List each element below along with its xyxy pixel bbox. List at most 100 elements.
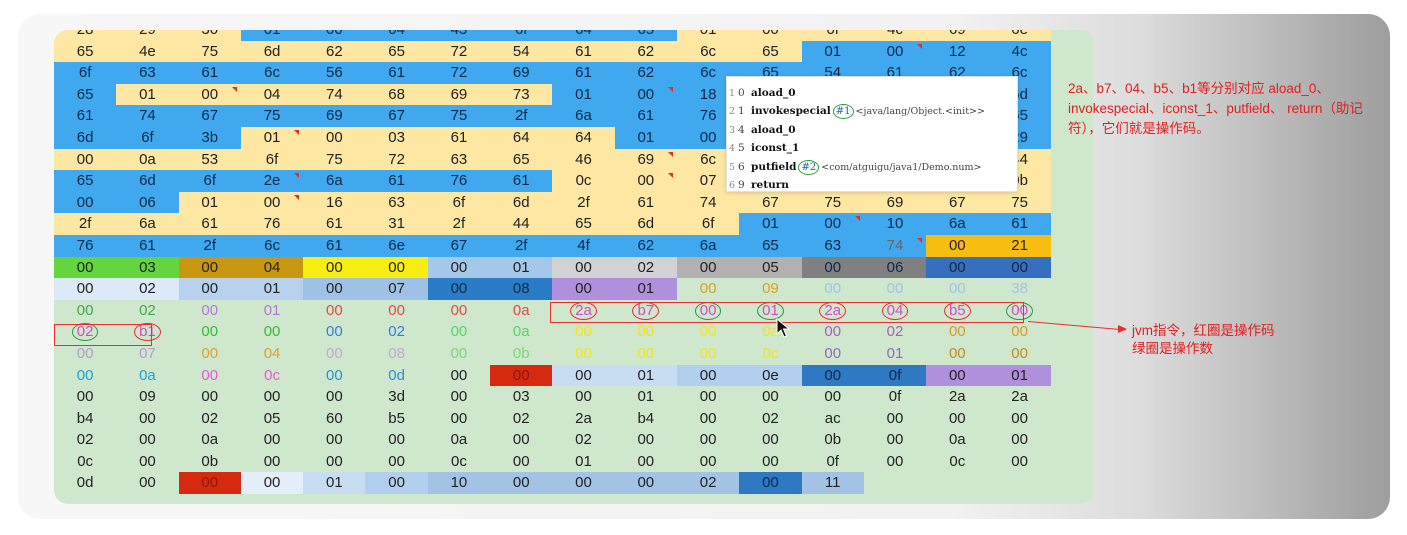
hex-byte-cell[interactable]: 76 — [427, 170, 491, 192]
hex-byte-cell[interactable]: 00 — [801, 213, 864, 235]
hex-byte-cell[interactable]: 6f — [54, 62, 117, 84]
hex-byte-cell[interactable]: 01 — [240, 30, 304, 41]
hex-byte-cell[interactable]: 02 — [552, 429, 614, 451]
hex-byte-cell[interactable]: 00 — [365, 472, 428, 495]
hex-byte-cell[interactable]: 0b — [802, 429, 864, 451]
hex-byte-cell[interactable]: 53 — [178, 148, 241, 171]
hex-byte-cell[interactable]: 0a — [490, 300, 552, 322]
hex-byte-cell[interactable]: 00 — [303, 30, 366, 41]
hex-byte-cell[interactable]: 61 — [303, 234, 366, 257]
hex-byte-cell[interactable]: 69 — [926, 30, 989, 41]
hex-byte-cell[interactable]: 00 — [677, 429, 739, 451]
hex-byte-cell[interactable]: 02 — [614, 256, 677, 279]
hex-byte-cell[interactable]: 0c — [54, 451, 116, 473]
hex-byte-cell[interactable]: 00 — [427, 278, 491, 300]
hex-byte-cell[interactable]: 00 — [615, 429, 677, 451]
hex-byte-cell[interactable]: 02 — [739, 408, 801, 430]
hex-byte-cell[interactable]: 02 — [365, 321, 427, 343]
hex-byte-cell[interactable]: 43 — [427, 30, 491, 41]
hex-byte-cell[interactable]: 00 — [54, 148, 117, 171]
hex-byte-cell[interactable]: 64 — [490, 126, 553, 149]
hex-byte-cell[interactable]: 61 — [365, 170, 428, 192]
hex-byte-cell[interactable]: 61 — [365, 62, 428, 84]
hex-byte-cell[interactable]: 72 — [427, 62, 491, 84]
hex-byte-cell[interactable]: 61 — [303, 213, 366, 235]
hex-byte-cell[interactable]: 00 — [677, 451, 739, 473]
hex-byte-cell[interactable]: 00 — [802, 386, 864, 408]
hex-byte-cell[interactable]: 75 — [303, 148, 366, 171]
hex-byte-cell[interactable]: 00 — [615, 321, 677, 343]
hex-byte-cell[interactable]: 67 — [739, 191, 802, 214]
hex-byte-cell[interactable]: 0d — [54, 472, 116, 494]
hex-byte-cell[interactable]: 65 — [54, 170, 117, 192]
hex-byte-cell[interactable]: 00 — [988, 343, 1050, 365]
hex-byte-cell[interactable]: 00 — [428, 300, 490, 322]
hex-byte-cell[interactable]: 72 — [427, 40, 491, 63]
hex-byte-cell[interactable]: 03 — [365, 126, 428, 149]
hex-byte-cell[interactable]: 00 — [365, 429, 427, 451]
hex-byte-cell[interactable]: 63 — [801, 234, 864, 257]
hex-byte-cell[interactable]: 61 — [552, 62, 615, 84]
hex-byte-cell[interactable]: 00 — [54, 365, 116, 387]
hex-byte-cell[interactable]: 44 — [490, 213, 553, 235]
hex-byte-cell[interactable]: 63 — [427, 148, 491, 171]
hex-byte-cell[interactable]: 06 — [116, 191, 179, 214]
hex-byte-cell[interactable]: 00 — [116, 451, 178, 473]
hex-byte-cell[interactable]: 00 — [116, 472, 178, 494]
hex-byte-cell[interactable]: 67 — [926, 191, 989, 214]
hex-byte-cell[interactable]: 00 — [54, 191, 117, 214]
hex-byte-cell[interactable]: 46 — [552, 148, 615, 171]
hex-byte-cell[interactable]: 6a — [552, 105, 615, 127]
hex-byte-cell[interactable]: 01 — [614, 126, 677, 149]
hex-byte-cell[interactable]: 69 — [863, 191, 927, 214]
hex-byte-cell[interactable]: 62 — [303, 40, 366, 63]
hex-byte-cell[interactable]: 6a — [303, 170, 366, 192]
hex-byte-cell[interactable]: 2e — [240, 170, 304, 192]
hex-byte-cell[interactable]: 75 — [240, 105, 304, 127]
hex-byte-cell[interactable]: 00 — [178, 472, 241, 495]
hex-byte-cell[interactable]: 00 — [179, 300, 241, 322]
hex-byte-cell[interactable]: 6e — [988, 30, 1051, 41]
hex-byte-cell[interactable]: 0b — [179, 451, 241, 473]
hex-byte-cell[interactable]: 2f — [490, 234, 553, 257]
hex-byte-cell[interactable]: 00 — [54, 343, 116, 365]
hex-byte-cell[interactable]: 00 — [303, 386, 365, 408]
hex-byte-cell[interactable]: 65 — [739, 40, 802, 63]
hex-byte-cell[interactable]: 00 — [614, 170, 677, 192]
hex-byte-cell[interactable]: 03 — [116, 256, 179, 279]
hex-byte-cell[interactable]: 00 — [988, 429, 1050, 451]
hex-byte-cell[interactable]: 29 — [116, 30, 179, 41]
hex-byte-cell[interactable]: 65 — [739, 234, 802, 257]
hex-byte-cell[interactable]: 00 — [552, 278, 615, 300]
hex-byte-cell[interactable]: 0a — [428, 429, 490, 451]
hex-byte-cell[interactable]: 00 — [365, 300, 427, 322]
hex-byte-cell[interactable]: 00 — [179, 343, 241, 365]
hex-byte-cell[interactable]: 28 — [54, 30, 117, 41]
hex-byte-cell[interactable]: 6c — [676, 148, 740, 171]
hex-byte-cell[interactable]: 4e — [116, 40, 179, 63]
hex-byte-cell[interactable]: 0f — [802, 451, 864, 473]
hex-byte-cell[interactable]: 00 — [303, 365, 365, 387]
hex-byte-cell[interactable]: 61 — [54, 105, 117, 127]
hex-byte-cell[interactable]: 00 — [988, 408, 1050, 430]
hex-byte-cell[interactable]: 61 — [988, 213, 1051, 235]
hex-byte-cell[interactable]: 61 — [427, 126, 491, 149]
hex-byte-cell[interactable]: 02 — [116, 300, 178, 322]
hex-byte-cell[interactable]: 0d — [365, 365, 427, 387]
hex-byte-cell[interactable]: 00 — [677, 386, 739, 408]
hex-byte-cell[interactable]: 00 — [677, 278, 739, 300]
hex-byte-cell[interactable]: 73 — [490, 83, 553, 106]
hex-byte-cell[interactable]: 01 — [614, 278, 677, 300]
hex-byte-cell[interactable]: 02 — [54, 429, 116, 451]
hex-byte-cell[interactable]: 00 — [54, 300, 116, 322]
hex-byte-cell[interactable]: 08 — [365, 343, 427, 365]
hex-byte-cell[interactable]: 00 — [802, 321, 864, 343]
hex-byte-cell[interactable]: 00 — [864, 278, 926, 300]
hex-byte-cell[interactable]: 00 — [676, 256, 740, 279]
hex-byte-cell[interactable]: 65 — [490, 148, 553, 171]
hex-byte-cell[interactable]: 03 — [490, 386, 552, 408]
hex-byte-cell[interactable]: 6a — [926, 213, 989, 235]
hex-byte-cell[interactable]: 00 — [988, 321, 1050, 343]
hex-byte-cell[interactable]: 00 — [926, 256, 989, 279]
hex-byte-cell[interactable]: 61 — [614, 105, 677, 127]
